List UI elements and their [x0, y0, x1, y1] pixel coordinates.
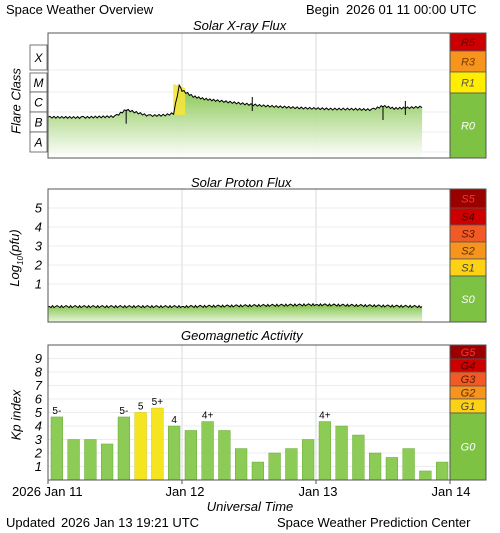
updated-label: Updated: [6, 515, 56, 530]
xray-class-label-x: X: [33, 51, 43, 65]
proton-tick-3: 3: [35, 239, 43, 254]
kp-bar: [318, 421, 331, 481]
xray-class-box-x: [29, 44, 48, 71]
data-layer: [47, 32, 487, 481]
grid-layer: [29, 33, 450, 480]
kp-bar: [67, 439, 80, 481]
proton-panel-title: Solar Proton Flux: [191, 175, 292, 190]
text-layer: R5R3R1R0S5S4S3S2S1S0G5G4G3G2G1G0XMCBA543…: [33, 37, 476, 474]
kp-bar-label: 5: [138, 402, 144, 413]
x-tick-jan13: Jan 13: [298, 484, 338, 499]
proton-scale-label-s1: S1: [461, 263, 474, 275]
proton-scale-label-s0: S0: [461, 294, 475, 306]
kp-bar: [352, 434, 365, 481]
overview-title: Space Weather Overview: [6, 2, 154, 17]
kp-tick-8: 8: [35, 365, 43, 380]
proton-scale-label-s4: S4: [461, 212, 474, 224]
kp-tick-1: 1: [35, 459, 42, 474]
xray-scale-label-r3: R3: [461, 57, 476, 69]
kp-bar: [117, 416, 130, 481]
geomag-scale-label-g0: G0: [461, 442, 477, 454]
kp-bar: [302, 439, 315, 481]
proton-tick-5: 5: [35, 201, 43, 216]
geomag-scale-label-g4: G4: [461, 361, 476, 373]
kp-bar: [168, 425, 181, 481]
xray-flux-area: [48, 85, 423, 158]
kp-bar: [335, 425, 348, 481]
proton-scale-frame: [449, 188, 487, 323]
kp-bar-label: 4+: [202, 411, 214, 422]
kp-bar-label: 4: [171, 415, 177, 426]
kp-bar: [268, 452, 281, 481]
xray-class-label-m: M: [34, 76, 44, 90]
x-axis-label: Universal Time: [206, 499, 294, 514]
xray-class-label-a: A: [33, 136, 42, 150]
xray-scale-label-r0: R0: [461, 121, 476, 133]
proton-tick-1: 1: [35, 277, 42, 292]
kp-tick-4: 4: [35, 419, 42, 434]
xray-class-box-a: [29, 131, 48, 153]
kp-tick-6: 6: [35, 392, 43, 407]
kp-bar: [369, 452, 382, 481]
geomag-panel-title: Geomagnetic Activity: [181, 328, 303, 343]
kp-bar: [201, 421, 214, 481]
xray-scale-frame: [449, 32, 487, 159]
xray-flux-line: [47, 83, 423, 120]
xray-panel-title: Solar X-ray Flux: [193, 18, 287, 33]
kp-tick-2: 2: [34, 446, 43, 461]
proton-flux-area: [48, 303, 423, 322]
kp-bar: [84, 439, 97, 481]
x-tick-jan14: Jan 14: [431, 484, 471, 499]
kp-bar-label: 5-: [52, 406, 61, 417]
kp-bar: [151, 407, 164, 481]
x-tick-jan11: 2026 Jan 11: [12, 484, 83, 499]
x-tick-jan12: Jan 12: [165, 484, 205, 499]
geomag-scale-label-g1: G1: [461, 401, 476, 413]
geomag-scale-label-g5: G5: [461, 347, 477, 359]
kp-bar: [101, 443, 114, 481]
kp-bar: [134, 412, 147, 481]
kp-bar: [419, 470, 432, 481]
xray-class-label-b: B: [34, 116, 42, 130]
kp-bar: [385, 457, 398, 481]
kp-bar: [235, 448, 248, 481]
xray-scale-label-r1: R1: [461, 78, 475, 90]
proton-flux-line: [47, 302, 423, 309]
geomag-scale-label-g2: G2: [461, 388, 476, 400]
kp-bar: [402, 448, 415, 481]
proton-scale-s0: [449, 275, 487, 323]
proton-scale-label-s3: S3: [461, 229, 475, 241]
proton-plot-background: [48, 189, 450, 322]
begin-timestamp: 2026 01 11 00:00 UTC: [346, 2, 477, 17]
kp-bar: [50, 416, 63, 481]
proton-scale-label-s5: S5: [461, 194, 475, 206]
proton-scale-label-s2: S2: [461, 246, 474, 258]
xray-flare-peak-fill: [173, 84, 186, 115]
xray-class-label-c: C: [34, 96, 43, 110]
geomag-scale-label-g3: G3: [461, 374, 477, 386]
frame-layer: [47, 32, 487, 484]
kp-tick-9: 9: [35, 351, 42, 366]
xray-scale-r0: [449, 92, 487, 159]
kp-bar: [285, 448, 298, 481]
kp-bar: [436, 461, 449, 481]
geomag-scale-frame: [449, 344, 487, 481]
kp-tick-7: 7: [35, 378, 43, 393]
kp-bar: [218, 430, 231, 481]
kp-tick-3: 3: [35, 432, 43, 447]
proton-tick-2: 2: [34, 258, 43, 273]
geomag-scale-g0: [449, 412, 487, 481]
kp-bar-label: 5+: [152, 397, 164, 408]
updated-timestamp: 2026 Jan 13 19:21 UTC: [61, 515, 200, 530]
xray-scale-label-r5: R5: [461, 37, 476, 49]
proton-tick-4: 4: [35, 220, 42, 235]
kp-bar: [184, 430, 197, 481]
begin-label: Begin: [306, 2, 340, 17]
kp-bar: [251, 461, 264, 481]
kp-bar-label: 5-: [119, 406, 128, 417]
swpc-credit: Space Weather Prediction Center: [277, 515, 471, 530]
kp-bar-label: 4+: [319, 411, 331, 422]
kp-tick-5: 5: [35, 405, 43, 420]
